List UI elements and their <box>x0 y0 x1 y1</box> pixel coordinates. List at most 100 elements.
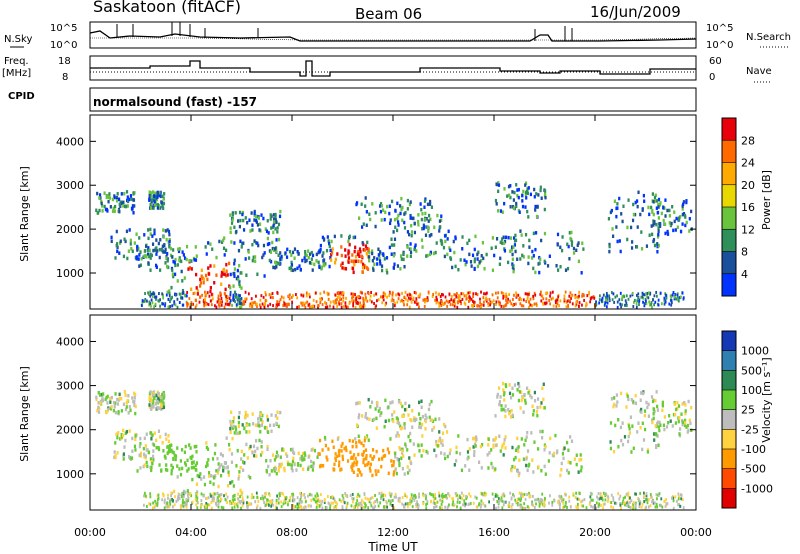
echo-cell <box>377 504 380 508</box>
echo-cell <box>522 255 525 259</box>
echo-cell <box>251 493 253 497</box>
echo-cell <box>451 503 454 507</box>
echo-cell <box>324 300 326 304</box>
echo-cell <box>308 302 311 306</box>
echo-cell <box>409 293 411 297</box>
echo-cell <box>469 494 472 498</box>
echo-cell <box>266 498 268 502</box>
echo-cell <box>427 290 430 294</box>
echo-cell <box>344 445 348 450</box>
echo-cell <box>143 494 145 498</box>
echo-cell <box>196 289 200 293</box>
echo-cell <box>453 293 456 297</box>
echo-cell <box>315 252 318 257</box>
echo-cell <box>255 439 258 443</box>
echo-cell <box>325 248 329 253</box>
echo-cell <box>527 464 530 468</box>
echo-cell <box>423 205 426 209</box>
echo-cell <box>241 212 244 217</box>
echo-cell <box>361 452 364 457</box>
echo-cell <box>456 500 459 504</box>
echo-cell <box>534 231 538 235</box>
echo-cell <box>526 297 529 301</box>
echo-cell <box>356 401 359 405</box>
echo-cell <box>420 399 423 403</box>
echo-cell <box>277 222 281 227</box>
echo-cell <box>655 206 658 210</box>
echo-cell <box>428 234 431 238</box>
echo-cell <box>153 196 156 200</box>
echo-cell <box>501 443 504 447</box>
colorbar-tick-label: -25 <box>741 423 759 436</box>
echo-cell <box>236 295 238 299</box>
echo-cell <box>381 301 384 305</box>
echo-cell <box>439 506 441 510</box>
echo-cell <box>686 430 689 434</box>
echo-cell <box>618 497 621 501</box>
echo-cell <box>491 300 493 304</box>
echo-cell <box>384 303 387 307</box>
echo-cell <box>223 494 225 498</box>
echo-cell <box>331 495 334 499</box>
echo-cell <box>656 434 659 438</box>
echo-cell <box>581 499 584 503</box>
echo-cell <box>336 252 339 256</box>
echo-cell <box>567 471 570 475</box>
echo-cell <box>256 495 259 499</box>
echo-cell <box>308 504 310 508</box>
echo-cell <box>275 501 278 505</box>
echo-cell <box>343 446 346 451</box>
echo-cell <box>419 202 422 206</box>
echo-cell <box>502 407 505 412</box>
echo-cell <box>653 438 656 442</box>
echo-cell <box>342 296 345 300</box>
echo-cell <box>469 502 472 506</box>
echo-cell <box>657 232 660 237</box>
echo-cell <box>637 421 640 425</box>
echo-cell <box>585 301 588 305</box>
echo-cell <box>186 489 189 493</box>
echo-cell <box>363 438 366 443</box>
echo-cell <box>290 265 293 270</box>
echo-cell <box>392 419 395 423</box>
echo-cell <box>463 301 466 305</box>
echo-cell <box>609 440 612 444</box>
echo-cell <box>140 304 143 308</box>
echo-cell <box>473 259 476 264</box>
echo-cell <box>218 299 221 303</box>
echo-cell <box>563 446 566 450</box>
colorbar-swatch <box>722 251 736 275</box>
echo-cell <box>178 493 180 497</box>
echo-cell <box>310 261 313 266</box>
echo-cell <box>156 249 159 253</box>
echo-cell <box>171 295 174 299</box>
echo-cell <box>304 505 307 509</box>
echo-cell <box>409 297 412 301</box>
echo-cell <box>103 204 106 209</box>
echo-cell <box>200 492 203 496</box>
echo-cell <box>340 253 343 258</box>
echo-cell <box>601 296 604 300</box>
echo-cell <box>234 300 236 304</box>
echo-cell <box>307 455 310 459</box>
echo-cell <box>186 458 189 463</box>
echo-cell <box>270 429 273 433</box>
echo-cell <box>196 499 198 503</box>
echo-cell <box>522 244 525 248</box>
echo-cell <box>133 241 136 245</box>
echo-cell <box>151 433 154 437</box>
echo-cell <box>156 192 160 196</box>
echo-cell <box>409 254 412 258</box>
echo-cell <box>472 292 475 296</box>
echo-cell <box>430 232 433 237</box>
echo-cell <box>599 496 602 500</box>
echo-cell <box>244 300 247 304</box>
echo-cell <box>392 459 395 464</box>
echo-cell <box>435 442 438 447</box>
echo-cell <box>501 445 504 449</box>
echo-cell <box>631 505 634 509</box>
echo-cell <box>576 506 579 510</box>
echo-cell <box>376 498 378 502</box>
echo-cell <box>543 406 546 410</box>
